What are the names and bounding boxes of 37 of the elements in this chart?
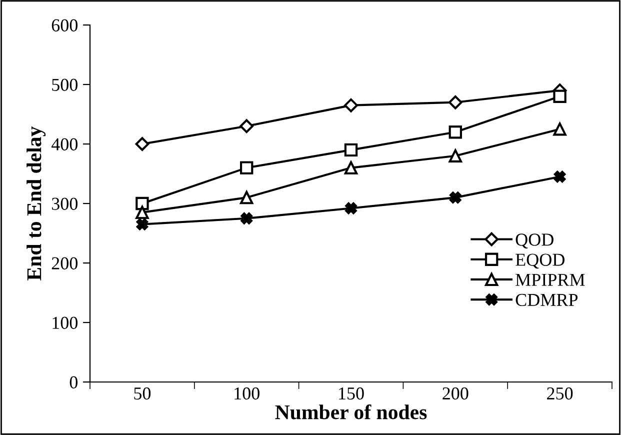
legend-label: CDMRP [516,294,578,306]
legend-label: MPIPRM [516,274,585,286]
point [136,218,148,230]
point [344,161,358,174]
point [448,126,462,139]
y-tick-label: 500 [52,78,78,91]
y-tick-label: 300 [52,198,78,210]
y-tick-label: 0 [70,376,78,388]
point [448,149,462,162]
point [344,143,358,157]
point [136,206,149,220]
point [344,98,358,112]
x-tick-label: 50 [134,387,151,400]
point [240,119,254,134]
x-tick-label: 150 [339,387,364,400]
point [448,95,462,110]
y-tick-label: 100 [52,316,78,329]
point [449,192,462,204]
point [240,190,254,204]
x-tick-label: 200 [442,387,468,400]
y-tick-label: 600 [52,19,78,32]
point [345,202,357,214]
point [136,196,149,210]
point [240,161,254,174]
y-axis-title: End to End delay [26,126,46,280]
legend-label: QOD [516,234,554,249]
y-tick-label: 400 [51,138,78,150]
x-tick-label: 250 [547,387,573,400]
point [554,170,566,183]
x-axis-title: Number of nodes [275,404,427,420]
x-tick-label: 100 [234,387,260,400]
point [135,137,150,151]
point [553,122,566,136]
y-tick-label: 200 [52,257,78,270]
point [240,212,253,224]
point [553,90,566,103]
legend-label: EQOD [516,254,564,269]
